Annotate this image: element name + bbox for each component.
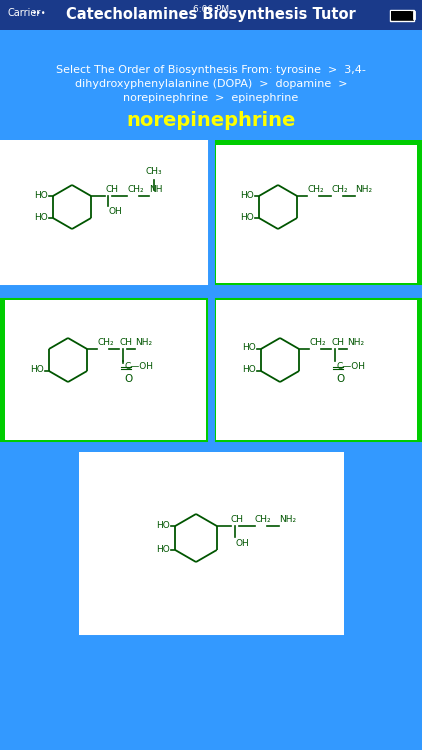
Text: Carrier: Carrier bbox=[8, 8, 41, 18]
Bar bbox=[390, 10, 414, 21]
Text: CH₂: CH₂ bbox=[309, 338, 326, 347]
Text: dihydroxyphenylalanine (DOPA)  >  dopamine  >: dihydroxyphenylalanine (DOPA) > dopamine… bbox=[75, 79, 347, 89]
Text: NH₂: NH₂ bbox=[279, 515, 296, 524]
Text: C—OH: C—OH bbox=[336, 362, 365, 371]
Text: HO: HO bbox=[240, 190, 254, 200]
Bar bbox=[211, 140, 422, 288]
Bar bbox=[79, 452, 344, 638]
Text: CH: CH bbox=[105, 185, 118, 194]
Bar bbox=[391, 11, 411, 20]
Bar bbox=[0, 295, 211, 445]
Text: O: O bbox=[124, 374, 133, 384]
Text: CH₂: CH₂ bbox=[97, 338, 114, 347]
Text: HO: HO bbox=[34, 212, 48, 221]
Text: CH₂: CH₂ bbox=[127, 185, 143, 194]
Text: NH₂: NH₂ bbox=[135, 338, 152, 347]
Text: HO: HO bbox=[157, 544, 170, 554]
Text: Select The Order of Biosynthesis From: tyrosine  >  3,4-: Select The Order of Biosynthesis From: t… bbox=[56, 65, 366, 75]
Text: norepinephrine  >  epinephrine: norepinephrine > epinephrine bbox=[123, 93, 299, 103]
Text: CH: CH bbox=[231, 515, 244, 524]
Bar bbox=[5, 300, 206, 440]
Text: CH: CH bbox=[119, 338, 132, 347]
Text: Catecholamines Biosynthesis Tutor: Catecholamines Biosynthesis Tutor bbox=[66, 8, 356, 22]
Text: norepinephrine: norepinephrine bbox=[126, 110, 296, 130]
Bar bbox=[0, 140, 211, 288]
Text: NH₂: NH₂ bbox=[355, 185, 372, 194]
Text: •••: ••• bbox=[32, 8, 46, 17]
Text: O: O bbox=[336, 374, 344, 384]
Text: CH₂: CH₂ bbox=[331, 185, 348, 194]
Text: CH₂: CH₂ bbox=[307, 185, 324, 194]
Text: CH₃: CH₃ bbox=[146, 167, 162, 176]
Bar bbox=[216, 300, 417, 440]
Text: OH: OH bbox=[108, 207, 122, 216]
Text: CH₂: CH₂ bbox=[255, 515, 271, 524]
Text: C—OH: C—OH bbox=[124, 362, 153, 371]
Text: CH: CH bbox=[331, 338, 344, 347]
Text: HO: HO bbox=[34, 190, 48, 200]
Bar bbox=[211, 295, 422, 445]
Text: NH₂: NH₂ bbox=[347, 338, 364, 347]
Text: 6:06 PM: 6:06 PM bbox=[193, 4, 229, 13]
Text: HO: HO bbox=[240, 212, 254, 221]
Bar bbox=[216, 145, 417, 283]
Text: HO: HO bbox=[30, 365, 44, 374]
Bar bbox=[0, 0, 422, 30]
Text: HO: HO bbox=[157, 520, 170, 530]
Text: NH: NH bbox=[149, 185, 162, 194]
Text: HO: HO bbox=[242, 344, 256, 352]
Text: HO: HO bbox=[242, 365, 256, 374]
Text: OH: OH bbox=[236, 539, 249, 548]
